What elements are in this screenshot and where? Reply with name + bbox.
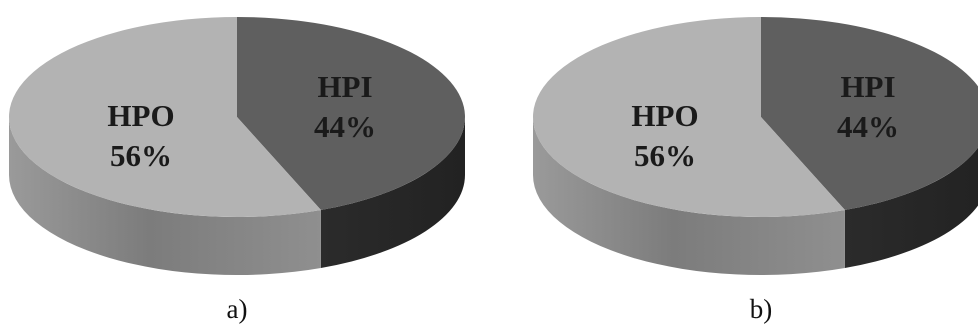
pie-side-hpo	[9, 117, 321, 275]
pie-slice-hpi	[761, 17, 978, 210]
slice-value-label-hpi: 44%	[837, 109, 899, 144]
slice-value-label-hpi: 44%	[314, 109, 376, 144]
pie-slice-hpi	[237, 17, 466, 210]
slice-name-label-hpo: HPO	[107, 98, 174, 133]
panel-label: b)	[750, 294, 773, 324]
slice-name-label-hpi: HPI	[840, 69, 895, 104]
pie-side-hpo	[533, 117, 845, 275]
pie-chart-b: HPI 44% HPO 56% b)	[533, 17, 978, 324]
panel-label: a)	[227, 294, 248, 324]
slice-value-label-hpo: 56%	[110, 138, 172, 173]
pie-chart-a: HPI 44% HPO 56% a)	[9, 17, 466, 324]
slice-value-label-hpo: 56%	[634, 138, 696, 173]
slice-name-label-hpi: HPI	[317, 69, 372, 104]
pie-slice-hpo	[9, 17, 321, 217]
pie-slice-hpo	[533, 17, 845, 217]
pie-side-hpi	[320, 117, 465, 268]
pie-side-hpi	[844, 147, 978, 268]
slice-name-label-hpo: HPO	[631, 98, 698, 133]
